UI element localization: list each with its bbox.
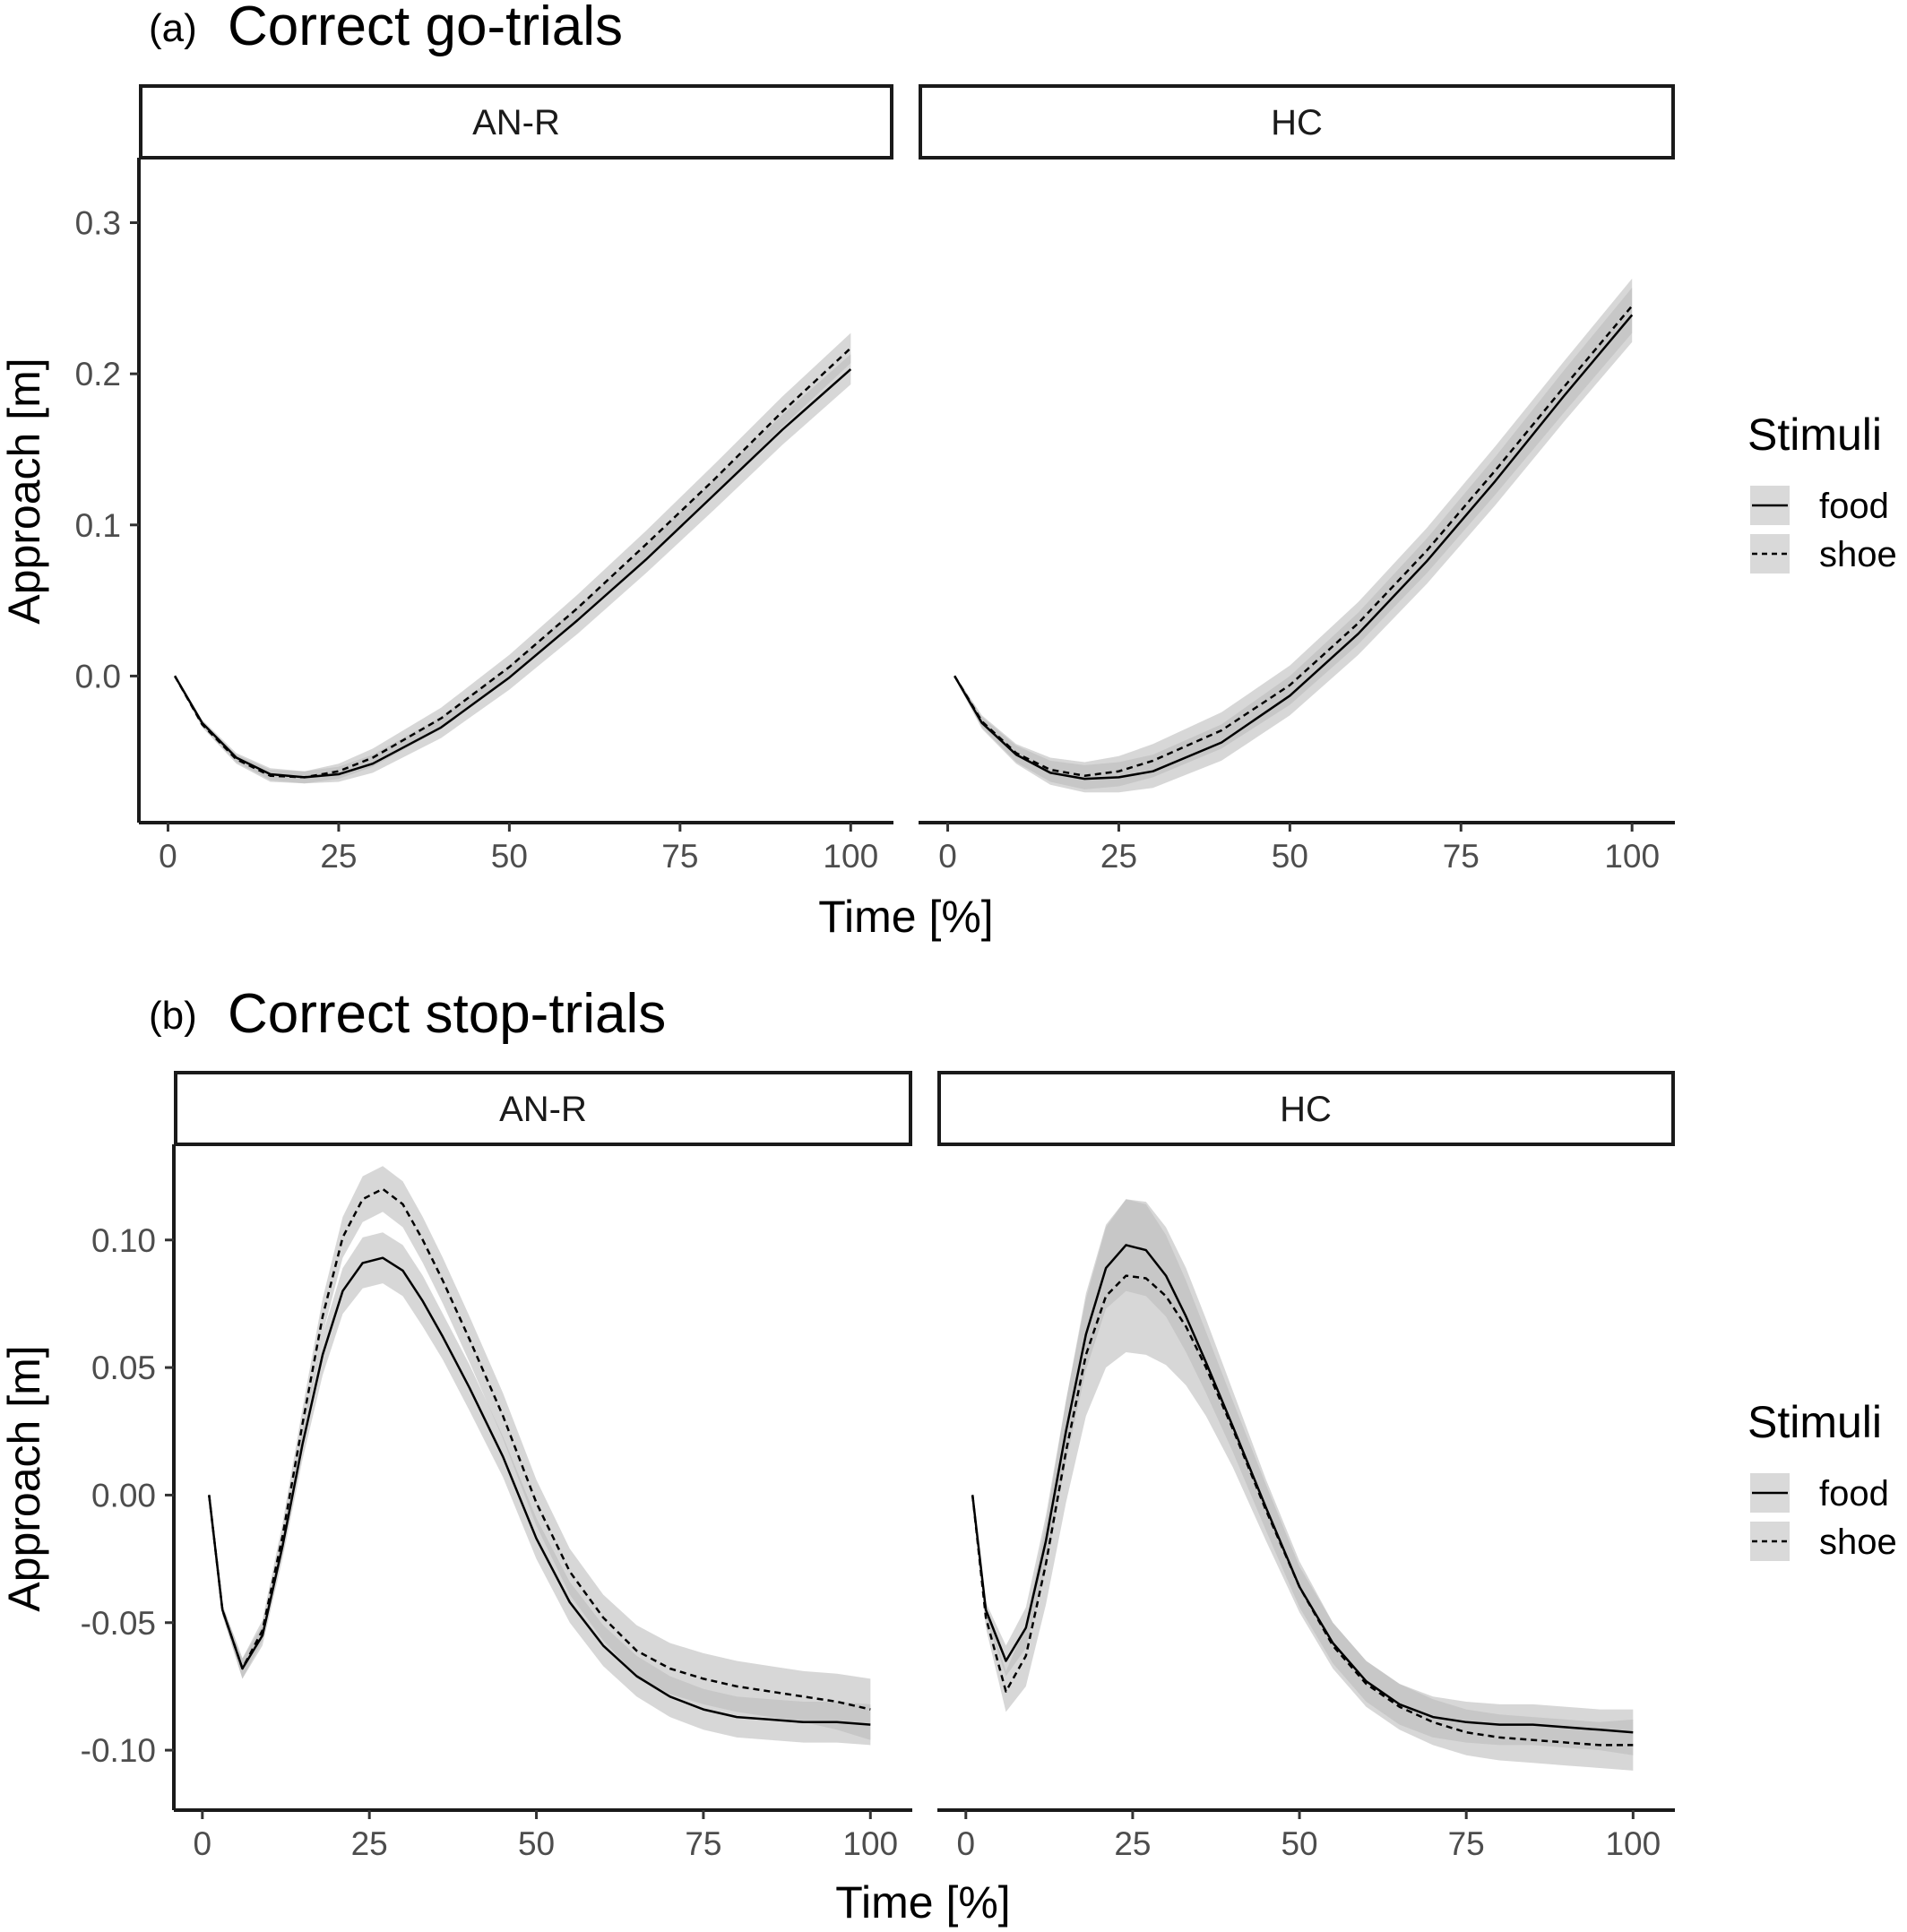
x-tick-label: 75 bbox=[685, 1825, 721, 1862]
x-tick-label: 75 bbox=[1448, 1825, 1485, 1862]
strip-b-hc-label: HC bbox=[1280, 1090, 1332, 1129]
ci-ribbon-shoe bbox=[209, 1166, 871, 1740]
panel-a: (a) Correct go-trials AN-R HC 0.00.10.20… bbox=[0, 0, 1897, 942]
x-tick-label: 0 bbox=[159, 838, 177, 875]
series-line-shoe bbox=[208, 1187, 871, 1711]
x-tick-label: 25 bbox=[351, 1825, 388, 1862]
strip-b-anr bbox=[174, 1071, 912, 1146]
x-ticks-b-anr: 0 25 50 75 100 bbox=[194, 1810, 898, 1862]
x-axis-title-b: Time [%] bbox=[835, 1877, 1010, 1928]
x-tick-label: 75 bbox=[1443, 838, 1480, 875]
x-tick-label: 50 bbox=[1272, 838, 1308, 875]
ci-ribbon-food bbox=[175, 354, 851, 784]
ci-ribbon-shoe bbox=[175, 332, 851, 784]
legend-a-title: Stimuli bbox=[1747, 410, 1882, 460]
ci-ribbon-shoe bbox=[954, 278, 1633, 789]
panel-b-title: Correct stop-trials bbox=[228, 983, 666, 1045]
y-tick-label: 0.3 bbox=[75, 205, 121, 242]
x-tick-label: 25 bbox=[1100, 838, 1137, 875]
plot-b-hc bbox=[971, 1199, 1634, 1771]
strip-b-hc bbox=[937, 1071, 1675, 1146]
x-tick-label: 100 bbox=[1605, 1825, 1661, 1862]
panel-a-tag: (a) bbox=[149, 6, 197, 50]
legend-b: Stimuli food shoe bbox=[1747, 1397, 1897, 1562]
panel-b: (b) Correct stop-trials AN-R HC -0.10-0.… bbox=[0, 983, 1897, 1928]
y-tick-label: 0.2 bbox=[75, 356, 121, 392]
panel-b-tag: (b) bbox=[149, 994, 197, 1038]
legend-a-label-shoe: shoe bbox=[1819, 535, 1897, 574]
series-line-food bbox=[208, 1256, 871, 1726]
y-tick-label: 0.00 bbox=[91, 1477, 156, 1514]
legend-b-title: Stimuli bbox=[1747, 1397, 1882, 1447]
plot-b-anr bbox=[208, 1166, 871, 1746]
y-tick-label: -0.10 bbox=[81, 1732, 156, 1769]
strip-a-anr bbox=[139, 84, 893, 160]
strip-b-anr-label: AN-R bbox=[499, 1090, 587, 1129]
plot-a-hc bbox=[954, 278, 1634, 793]
x-tick-label: 100 bbox=[842, 1825, 898, 1862]
x-ticks-a-hc: 0 25 50 75 100 bbox=[938, 823, 1660, 875]
legend-b-label-food: food bbox=[1819, 1474, 1889, 1514]
plot-a-anr bbox=[174, 332, 852, 784]
x-tick-label: 0 bbox=[194, 1825, 212, 1862]
x-tick-label: 75 bbox=[661, 838, 698, 875]
ci-ribbon-food bbox=[954, 288, 1633, 793]
y-tick-label: 0.0 bbox=[75, 658, 121, 694]
y-axis-title-b: Approach [m] bbox=[0, 1345, 49, 1611]
strip-a-hc-label: HC bbox=[1271, 103, 1323, 142]
y-ticks-b: -0.10 -0.05 0.00 0.05 0.10 bbox=[81, 1222, 174, 1769]
series-line-shoe bbox=[174, 347, 852, 779]
series-line-shoe bbox=[954, 305, 1634, 777]
x-ticks-a-anr: 0 25 50 75 100 bbox=[159, 823, 878, 875]
series-line-food bbox=[971, 1244, 1634, 1734]
series-line-shoe bbox=[971, 1274, 1634, 1747]
strip-a-anr-label: AN-R bbox=[472, 103, 560, 142]
x-ticks-b-hc: 0 25 50 75 100 bbox=[956, 1810, 1661, 1862]
x-tick-label: 50 bbox=[1281, 1825, 1317, 1862]
y-ticks-a: 0.0 0.1 0.2 0.3 bbox=[75, 205, 139, 694]
series-line-food bbox=[954, 314, 1634, 781]
x-tick-label: 25 bbox=[320, 838, 357, 875]
x-tick-label: 100 bbox=[1604, 838, 1660, 875]
y-tick-label: -0.05 bbox=[81, 1605, 156, 1642]
x-axis-title-a: Time [%] bbox=[818, 892, 993, 942]
x-tick-label: 0 bbox=[938, 838, 957, 875]
series-line-food bbox=[174, 368, 852, 779]
x-tick-label: 25 bbox=[1114, 1825, 1151, 1862]
x-tick-label: 50 bbox=[518, 1825, 555, 1862]
x-tick-label: 100 bbox=[823, 838, 878, 875]
y-axis-title-a: Approach [m] bbox=[0, 358, 49, 624]
y-tick-label: 0.10 bbox=[91, 1222, 156, 1259]
x-tick-label: 50 bbox=[491, 838, 528, 875]
y-tick-label: 0.1 bbox=[75, 507, 121, 544]
legend-a: Stimuli food shoe bbox=[1747, 410, 1897, 574]
legend-a-label-food: food bbox=[1819, 487, 1889, 526]
y-tick-label: 0.05 bbox=[91, 1350, 156, 1386]
x-tick-label: 0 bbox=[956, 1825, 975, 1862]
panel-a-title: Correct go-trials bbox=[228, 0, 623, 57]
strip-a-hc bbox=[919, 84, 1675, 160]
ci-ribbon-shoe bbox=[972, 1199, 1634, 1771]
legend-b-label-shoe: shoe bbox=[1819, 1522, 1897, 1562]
